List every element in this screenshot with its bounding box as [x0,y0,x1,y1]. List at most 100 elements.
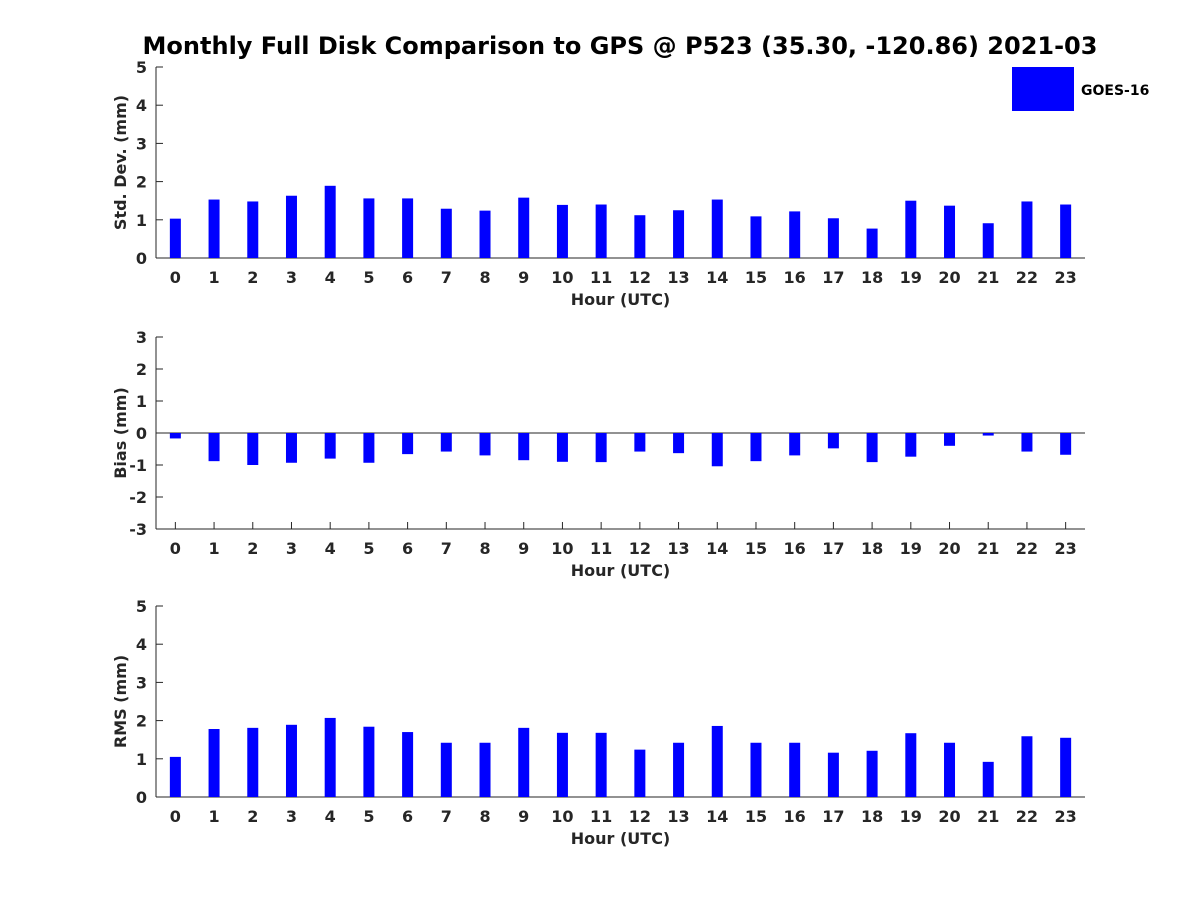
std-dev-x-tick-label: 15 [745,268,767,287]
rms-x-tick-label: 20 [938,807,960,826]
bias-bar-hour-17 [827,433,839,449]
std-dev-bar-hour-6 [402,198,414,258]
rms-x-tick-label: 18 [861,807,883,826]
bias-bar-hour-20 [944,433,956,446]
std-dev-x-tick-label: 9 [518,268,529,287]
std-dev-x-tick-label: 16 [784,268,806,287]
rms-bar-hour-17 [827,752,839,797]
rms-bar-hour-0 [169,756,181,797]
std-dev-bar-hour-8 [479,210,491,258]
bias-x-tick-label: 11 [590,539,612,558]
std-dev-bar-hour-10 [556,204,568,258]
rms-y-axis-title: RMS (mm) [111,655,130,748]
bias-x-tick-label: 23 [1055,539,1077,558]
std-dev-bar-hour-17 [827,218,839,258]
bias-y-tick-label: -1 [129,456,147,475]
std-dev-bar-hour-0 [169,218,181,258]
bias-bar-hour-5 [363,433,375,463]
legend-label: GOES-16 [1081,83,1149,99]
bias-x-tick-label: 6 [402,539,413,558]
rms-y-tick-label: 3 [136,673,147,692]
bias-x-tick-label: 8 [479,539,490,558]
rms-x-tick-label: 22 [1016,807,1038,826]
std-dev-y-tick-label: 3 [136,134,147,153]
bias-x-tick-label: 5 [363,539,374,558]
bias-x-tick-label: 18 [861,539,883,558]
std-dev-bar-hour-23 [1060,204,1072,258]
std-dev-bar-hour-12 [634,215,646,258]
bias-x-tick-label: 19 [900,539,922,558]
rms-bar-hour-21 [982,761,994,797]
rms-bar-hour-6 [402,732,414,797]
rms-bar-hour-8 [479,742,491,797]
bias-x-tick-label: 1 [208,539,219,558]
std-dev-bar-hour-16 [789,211,801,258]
figure-title: Monthly Full Disk Comparison to GPS @ P5… [143,32,1098,60]
std-dev-y-tick-label: 5 [136,58,147,77]
bias-bar-hour-19 [905,433,917,457]
rms-bar-hour-15 [750,742,762,797]
std-dev-x-tick-label: 8 [479,268,490,287]
rms-bar-hour-16 [789,742,801,797]
rms-bar-hour-20 [944,742,956,797]
rms-bar-hour-2 [247,727,259,797]
std-dev-bar-hour-1 [208,199,220,258]
std-dev-bar-hour-2 [247,201,259,258]
bias-y-tick-label: -3 [129,520,147,539]
rms-x-axis-title: Hour (UTC) [571,829,671,848]
rms-bar-hour-18 [866,750,878,797]
std-dev-bar-hour-14 [711,199,723,258]
bias-x-tick-label: 0 [170,539,181,558]
std-dev-x-tick-label: 20 [938,268,960,287]
rms-x-tick-label: 3 [286,807,297,826]
std-dev-bar-hour-19 [905,200,917,258]
bias-bar-hour-14 [711,433,723,467]
bias-bar-hour-10 [556,433,568,462]
rms-x-tick-label: 4 [325,807,336,826]
rms-bar-hour-22 [1021,736,1033,797]
rms-x-tick-label: 2 [247,807,258,826]
bias-bar-hour-4 [324,433,336,459]
bias-x-tick-label: 14 [706,539,728,558]
rms-x-tick-label: 15 [745,807,767,826]
std-dev-bar-hour-21 [982,223,994,258]
rms-x-tick-label: 13 [667,807,689,826]
rms-bar-hour-10 [556,732,568,797]
bias-bar-hour-7 [440,433,452,452]
rms-x-tick-label: 8 [479,807,490,826]
bias-x-tick-label: 15 [745,539,767,558]
std-dev-y-axis-title: Std. Dev. (mm) [111,95,130,230]
bias-y-tick-label: 1 [136,392,147,411]
bias-x-tick-label: 4 [325,539,336,558]
std-dev-x-axis-title: Hour (UTC) [571,290,671,309]
rms-x-tick-label: 5 [363,807,374,826]
rms-x-tick-label: 16 [784,807,806,826]
std-dev-x-tick-label: 0 [170,268,181,287]
bias-x-tick-label: 10 [551,539,573,558]
bias-x-tick-label: 17 [822,539,844,558]
bias-y-tick-label: 2 [136,360,147,379]
std-dev-y-tick-label: 4 [136,96,147,115]
bias-bar-hour-13 [673,433,685,454]
std-dev-x-tick-label: 11 [590,268,612,287]
rms-x-tick-label: 17 [822,807,844,826]
std-dev-x-tick-label: 19 [900,268,922,287]
rms-bar-hour-9 [518,727,530,797]
rms-bar-hour-5 [363,726,375,797]
legend: GOES-16 [1012,67,1149,111]
bias-x-tick-label: 7 [441,539,452,558]
std-dev-x-tick-label: 3 [286,268,297,287]
std-dev-bar-hour-15 [750,216,762,258]
bias-x-tick-label: 9 [518,539,529,558]
rms-bar-hour-23 [1060,737,1072,797]
std-dev-x-tick-label: 7 [441,268,452,287]
bias-bar-hour-21 [982,433,994,436]
rms-bar-hour-14 [711,725,723,797]
std-dev-bar-hour-9 [518,197,530,258]
bias-bar-hour-6 [402,433,414,455]
std-dev-y-tick-label: 2 [136,173,147,192]
std-dev-bar-hour-7 [440,208,452,258]
bias-bar-hour-8 [479,433,491,456]
rms-x-tick-label: 11 [590,807,612,826]
